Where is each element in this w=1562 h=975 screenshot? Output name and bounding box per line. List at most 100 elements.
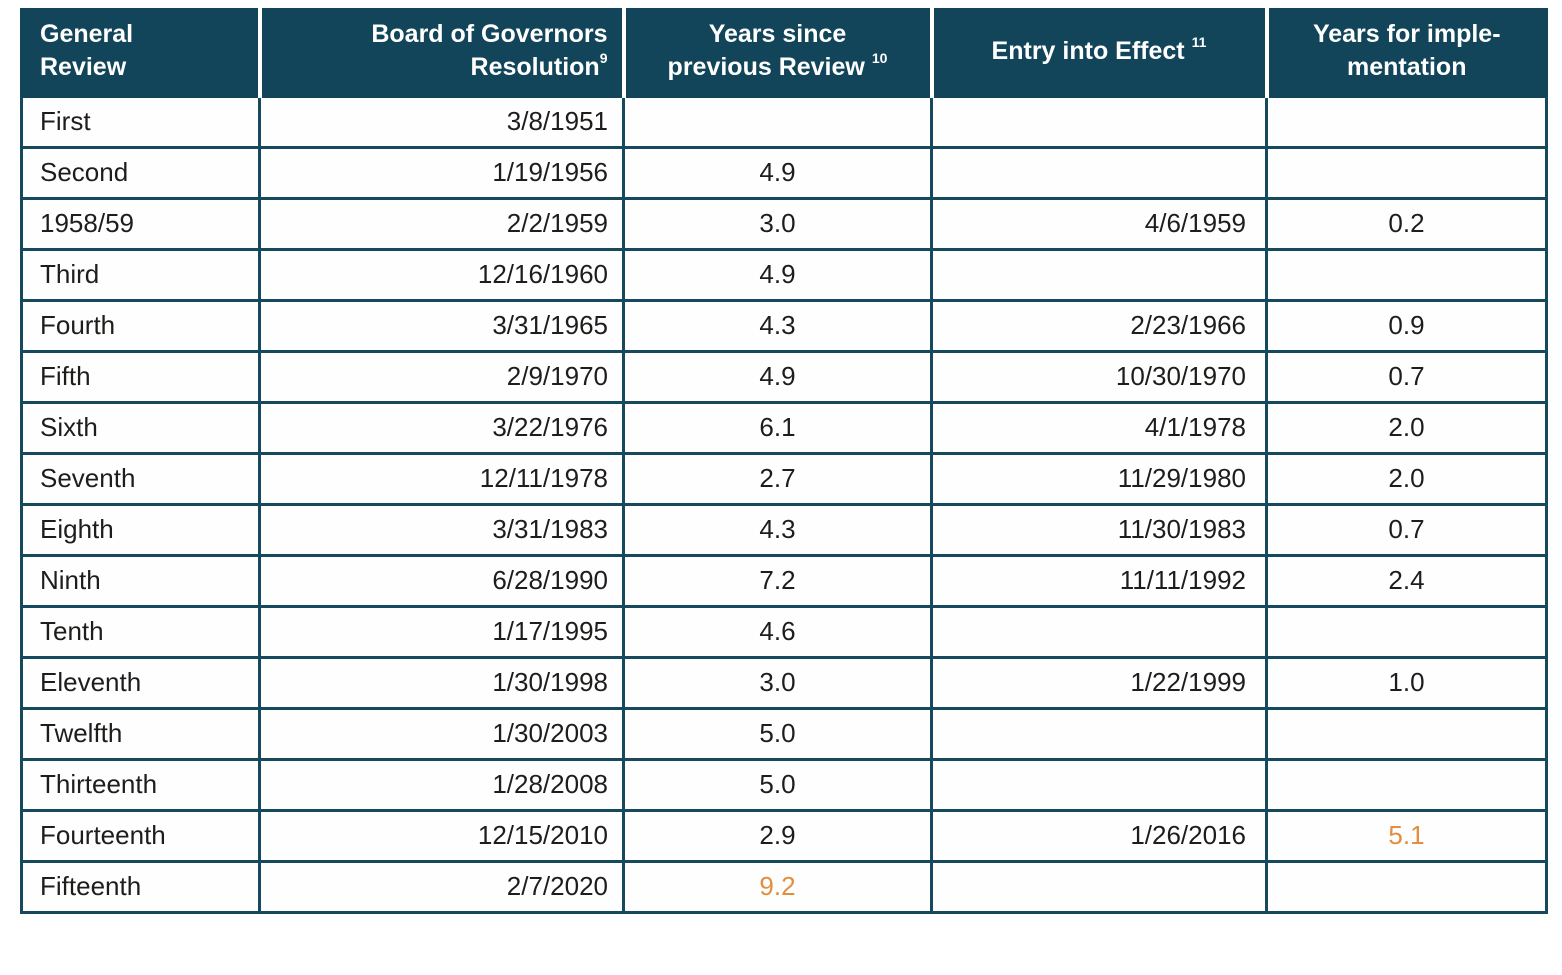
cell-review: Sixth: [20, 401, 261, 455]
cell-years_since_previous_review: 4.9: [622, 248, 933, 302]
table-row: Sixth 3/22/1976 6.1 4/1/1978 2.0: [20, 401, 1548, 455]
cell-years_for_implementation: 2.0: [1265, 401, 1548, 455]
cell-years_for_implementation: [1265, 707, 1548, 761]
cell-entry_into_effect: [930, 146, 1268, 200]
table-row: Eighth 3/31/1983 4.3 11/30/1983 0.7: [20, 503, 1548, 557]
cell-entry_into_effect: [930, 605, 1268, 659]
cell-entry_into_effect: 1/26/2016: [930, 809, 1268, 863]
cell-years_for_implementation: 2.4: [1265, 554, 1548, 608]
table-body: First 3/8/1951 Second 1/19/1956 4.9 1958/59 2/…: [20, 95, 1548, 914]
cell-years_for_implementation: 0.7: [1265, 503, 1548, 557]
cell-years_since_previous_review: 4.3: [622, 503, 933, 557]
header-line: mentation: [1347, 53, 1467, 81]
cell-years_since_previous_review: 4.3: [622, 299, 933, 353]
table-row: Fourth 3/31/1965 4.3 2/23/1966 0.9: [20, 299, 1548, 353]
cell-years_since_previous_review: 2.9: [622, 809, 933, 863]
column-header-years-for-implementation: Years for imple- mentation: [1264, 8, 1548, 98]
table-row: Thirteenth 1/28/2008 5.0: [20, 758, 1548, 812]
cell-years_since_previous_review: 9.2: [622, 860, 933, 914]
cell-entry_into_effect: [930, 95, 1268, 149]
cell-years_for_implementation: [1265, 95, 1548, 149]
general-reviews-table: General Review Board of Governors Resolu…: [20, 8, 1548, 914]
cell-years_for_implementation: 0.9: [1265, 299, 1548, 353]
cell-entry_into_effect: 11/11/1992: [930, 554, 1268, 608]
table-row: Ninth 6/28/1990 7.2 11/11/1992 2.4: [20, 554, 1548, 608]
cell-review: 1958/59: [20, 197, 261, 251]
cell-review: Second: [20, 146, 261, 200]
cell-resolution: 3/8/1951: [258, 95, 625, 149]
cell-review: Fourth: [20, 299, 261, 353]
cell-years_for_implementation: [1265, 860, 1548, 914]
footnote-ref-11: 11: [1191, 33, 1207, 50]
cell-resolution: 2/9/1970: [258, 350, 625, 404]
cell-resolution: 1/30/2003: [258, 707, 625, 761]
header-line: Review: [40, 53, 127, 81]
cell-entry_into_effect: 1/22/1999: [930, 656, 1268, 710]
cell-resolution: 1/17/1995: [258, 605, 625, 659]
cell-years_for_implementation: [1265, 146, 1548, 200]
cell-review: Eighth: [20, 503, 261, 557]
table-row: Twelfth 1/30/2003 5.0: [20, 707, 1548, 761]
table-row: Tenth 1/17/1995 4.6: [20, 605, 1548, 659]
cell-entry_into_effect: [930, 860, 1268, 914]
cell-resolution: 3/31/1983: [258, 503, 625, 557]
cell-review: First: [20, 95, 261, 149]
cell-years_for_implementation: [1265, 758, 1548, 812]
table-header: General Review Board of Governors Resolu…: [20, 8, 1548, 98]
cell-years_since_previous_review: [622, 95, 933, 149]
cell-entry_into_effect: 11/30/1983: [930, 503, 1268, 557]
table-row: Fifteenth 2/7/2020 9.2: [20, 860, 1548, 914]
cell-resolution: 2/7/2020: [258, 860, 625, 914]
header-line: Years for imple-: [1312, 20, 1501, 48]
cell-years_for_implementation: 2.0: [1265, 452, 1548, 506]
table-row: Fourteenth 12/15/2010 2.9 1/26/2016 5.1: [20, 809, 1548, 863]
cell-resolution: 12/15/2010: [258, 809, 625, 863]
cell-years_for_implementation: 0.7: [1265, 350, 1548, 404]
cell-review: Fifth: [20, 350, 261, 404]
footnote-ref-9: 9: [599, 50, 608, 66]
cell-review: Third: [20, 248, 261, 302]
cell-years_for_implementation: 0.2: [1265, 197, 1548, 251]
table-row: Second 1/19/1956 4.9: [20, 146, 1548, 200]
cell-review: Tenth: [20, 605, 261, 659]
header-line: Resolution: [470, 53, 600, 81]
cell-entry_into_effect: [930, 248, 1268, 302]
table-row: Fifth 2/9/1970 4.9 10/30/1970 0.7: [20, 350, 1548, 404]
table-row: First 3/8/1951: [20, 95, 1548, 149]
footnote-ref-10: 10: [871, 50, 888, 66]
header-line: previous Review: [667, 53, 865, 81]
table-row: Eleventh 1/30/1998 3.0 1/22/1999 1.0: [20, 656, 1548, 710]
header-line: Years since: [708, 20, 847, 48]
cell-resolution: 12/11/1978: [258, 452, 625, 506]
cell-years_for_implementation: [1265, 248, 1548, 302]
header-line: Entry into Effect: [991, 36, 1185, 65]
cell-entry_into_effect: 4/6/1959: [930, 197, 1268, 251]
cell-resolution: 1/30/1998: [258, 656, 625, 710]
cell-review: Seventh: [20, 452, 261, 506]
cell-entry_into_effect: [930, 758, 1268, 812]
cell-entry_into_effect: [930, 707, 1268, 761]
table-row: Third 12/16/1960 4.9: [20, 248, 1548, 302]
cell-years_since_previous_review: 5.0: [622, 758, 933, 812]
cell-years_since_previous_review: 4.9: [622, 350, 933, 404]
cell-resolution: 1/28/2008: [258, 758, 625, 812]
cell-review: Ninth: [20, 554, 261, 608]
column-header-entry-into-effect: Entry into Effect 11: [929, 8, 1268, 98]
cell-years_for_implementation: 5.1: [1265, 809, 1548, 863]
cell-entry_into_effect: 11/29/1980: [930, 452, 1268, 506]
cell-review: Thirteenth: [20, 758, 261, 812]
cell-resolution: 3/31/1965: [258, 299, 625, 353]
header-line: General: [40, 20, 134, 48]
cell-entry_into_effect: 2/23/1966: [930, 299, 1268, 353]
cell-years_since_previous_review: 3.0: [622, 197, 933, 251]
cell-years_since_previous_review: 7.2: [622, 554, 933, 608]
column-header-years-since-review: Years since previous Review 10: [621, 8, 933, 98]
cell-resolution: 1/19/1956: [258, 146, 625, 200]
cell-years_since_previous_review: 5.0: [622, 707, 933, 761]
cell-review: Twelfth: [20, 707, 261, 761]
cell-resolution: 2/2/1959: [258, 197, 625, 251]
cell-years_since_previous_review: 2.7: [622, 452, 933, 506]
cell-years_for_implementation: 1.0: [1265, 656, 1548, 710]
column-header-general-review: General Review: [20, 8, 261, 98]
